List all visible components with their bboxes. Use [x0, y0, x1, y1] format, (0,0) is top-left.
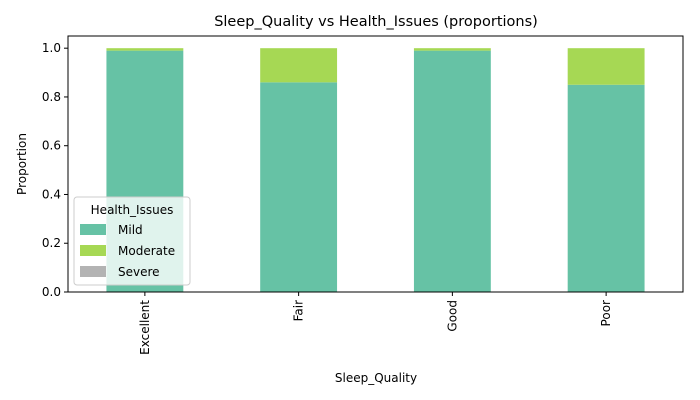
x-axis-title: Sleep_Quality — [335, 371, 417, 385]
legend-box — [73, 196, 191, 286]
y-tick-label: 0.8 — [42, 90, 61, 104]
y-tick-label: 0.6 — [42, 139, 61, 153]
y-tick-label: 0.0 — [42, 285, 61, 299]
chart-title: Sleep_Quality vs Health_Issues (proporti… — [214, 14, 538, 30]
legend-label-severe: Severe — [118, 265, 160, 279]
x-tick-label: Fair — [292, 300, 306, 321]
x-tick-label: Good — [445, 300, 459, 332]
bar-mild-fair — [260, 82, 338, 292]
x-tick-label: Poor — [599, 300, 613, 326]
bar-mild-poor — [567, 84, 645, 292]
bar-moderate-excellent — [106, 48, 184, 51]
y-axis: 0.0 0.2 0.4 0.6 0.8 1.0 — [42, 41, 68, 299]
bar-moderate-good — [413, 48, 491, 51]
legend-swatch-mild — [80, 224, 106, 235]
legend: Health_Issues Mild Moderate Severe — [73, 196, 191, 286]
bar-mild-good — [413, 50, 491, 292]
bars-group — [106, 48, 645, 292]
bar-moderate-fair — [260, 48, 338, 83]
x-axis: Excellent Fair Good Poor — [138, 292, 613, 355]
bar-moderate-poor — [567, 48, 645, 85]
y-tick-label: 0.2 — [42, 236, 61, 250]
legend-swatch-moderate — [80, 245, 106, 256]
y-tick-label: 0.4 — [42, 187, 61, 201]
legend-swatch-severe — [80, 266, 106, 277]
y-axis-title: Proportion — [15, 133, 29, 195]
legend-label-moderate: Moderate — [118, 244, 175, 258]
plot-frame — [67, 35, 684, 293]
legend-title: Health_Issues — [91, 203, 174, 217]
y-tick-label: 1.0 — [42, 41, 61, 55]
legend-label-mild: Mild — [118, 223, 143, 237]
x-tick-label: Excellent — [138, 300, 152, 355]
